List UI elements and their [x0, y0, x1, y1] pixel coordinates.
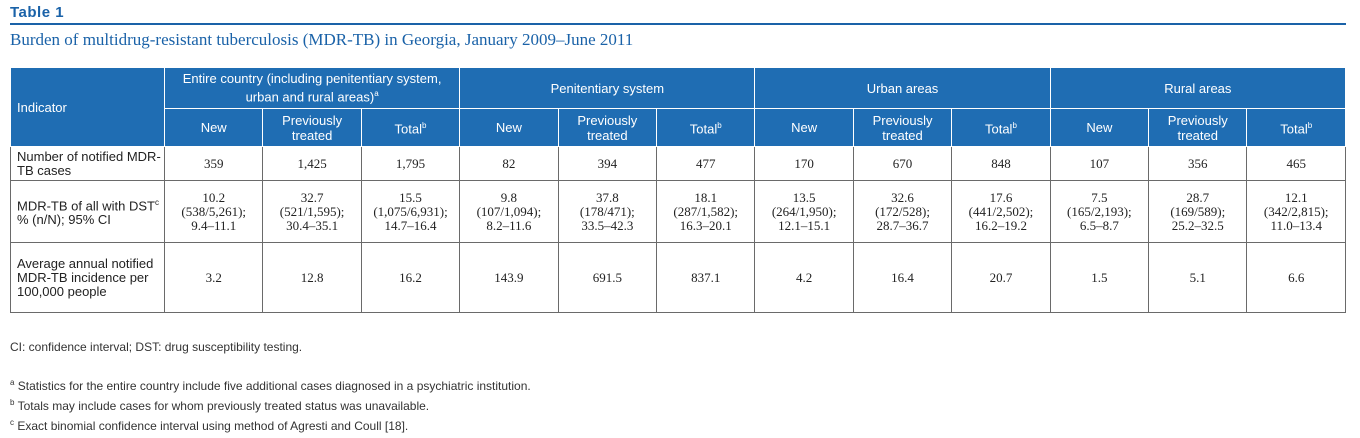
- row-indicator: Number of notified MDR-TB cases: [10, 146, 165, 181]
- data-cell: 356: [1148, 146, 1248, 181]
- data-cell: 143.9: [459, 242, 559, 313]
- subheader-new: New: [754, 108, 854, 147]
- subheader-total: Totalb: [360, 108, 461, 147]
- subheader-new: New: [163, 108, 264, 147]
- data-cell: 12.1 (342/2,815); 11.0–13.4: [1246, 180, 1346, 243]
- footnote-c: c Exact binomial confidence interval usi…: [10, 418, 409, 433]
- indicator-header: Indicator: [10, 67, 165, 147]
- data-cell: 20.7: [951, 242, 1051, 313]
- row-indicator: Average annual notified MDR-TB incidence…: [10, 242, 165, 313]
- subheader-new: New: [459, 108, 559, 147]
- data-cell: 10.2 (538/5,261); 9.4–11.1: [163, 180, 264, 243]
- table-row: MDR-TB of all with DSTc% (n/N); 95% CI 10…: [10, 180, 1346, 243]
- data-cell: 5.1: [1148, 242, 1248, 313]
- data-cell: 6.6: [1246, 242, 1346, 313]
- group-header-urban: Urban areas: [754, 67, 1051, 109]
- data-cell: 4.2: [754, 242, 854, 313]
- data-cell: 465: [1246, 146, 1346, 181]
- data-cell: 1,795: [360, 146, 461, 181]
- group-header-penitentiary: Penitentiary system: [459, 67, 756, 109]
- data-cell: 1.5: [1049, 242, 1150, 313]
- data-cell: 170: [754, 146, 854, 181]
- abbreviations-note: CI: confidence interval; DST: drug susce…: [10, 340, 303, 354]
- subheader-total: Totalb: [656, 108, 756, 147]
- data-cell: 17.6 (441/2,502); 16.2–19.2: [951, 180, 1051, 243]
- data-cell: 82: [459, 146, 559, 181]
- title-rule: [10, 23, 1346, 25]
- data-cell: 18.1 (287/1,582); 16.3–20.1: [656, 180, 756, 243]
- data-cell: 16.2: [360, 242, 461, 313]
- data-cell: 848: [951, 146, 1051, 181]
- group-header-rural: Rural areas: [1049, 67, 1347, 109]
- mdr-tb-table: Indicator Entire country (including peni…: [10, 67, 1347, 313]
- data-cell: 1,425: [262, 146, 362, 181]
- subheader-previously-treated: Previously treated: [1148, 108, 1248, 147]
- data-cell: 37.8 (178/471); 33.5–42.3: [557, 180, 658, 243]
- footnote-b: b Totals may include cases for whom prev…: [10, 398, 430, 413]
- subheader-previously-treated: Previously treated: [262, 108, 362, 147]
- footnote-a: a Statistics for the entire country incl…: [10, 378, 531, 393]
- subheader-previously-treated: Previously treated: [557, 108, 658, 147]
- data-cell: 9.8 (107/1,094); 8.2–11.6: [459, 180, 559, 243]
- data-cell: 32.6 (172/528); 28.7–36.7: [852, 180, 953, 243]
- subheader-new: New: [1049, 108, 1150, 147]
- data-cell: 3.2: [163, 242, 264, 313]
- subheader-total: Totalb: [951, 108, 1051, 147]
- data-cell: 28.7 (169/589); 25.2–32.5: [1148, 180, 1248, 243]
- table-caption: Burden of multidrug-resistant tuberculos…: [10, 30, 634, 49]
- data-cell: 837.1: [656, 242, 756, 313]
- data-cell: 107: [1049, 146, 1150, 181]
- subheader-total: Totalb: [1246, 108, 1346, 147]
- row-indicator: MDR-TB of all with DSTc% (n/N); 95% CI: [10, 180, 165, 243]
- table-label: Table 1: [10, 4, 65, 21]
- data-cell: 12.8: [262, 242, 362, 313]
- data-cell: 477: [656, 146, 756, 181]
- data-cell: 670: [852, 146, 953, 181]
- data-cell: 394: [557, 146, 658, 181]
- data-cell: 32.7 (521/1,595); 30.4–35.1: [262, 180, 362, 243]
- subheader-previously-treated: Previously treated: [852, 108, 953, 147]
- data-cell: 16.4: [852, 242, 953, 313]
- data-cell: 359: [163, 146, 264, 181]
- group-header-entire-country: Entire country (including penitentiary s…: [163, 67, 461, 109]
- table-row: Number of notified MDR-TB cases 359 1,425 1…: [10, 146, 1346, 181]
- data-cell: 691.5: [557, 242, 658, 313]
- table-row: Average annual notified MDR-TB incidence…: [10, 242, 1346, 313]
- data-cell: 13.5 (264/1,950); 12.1–15.1: [754, 180, 854, 243]
- data-cell: 7.5 (165/2,193); 6.5–8.7: [1049, 180, 1150, 243]
- data-cell: 15.5 (1,075/6,931); 14.7–16.4: [360, 180, 461, 243]
